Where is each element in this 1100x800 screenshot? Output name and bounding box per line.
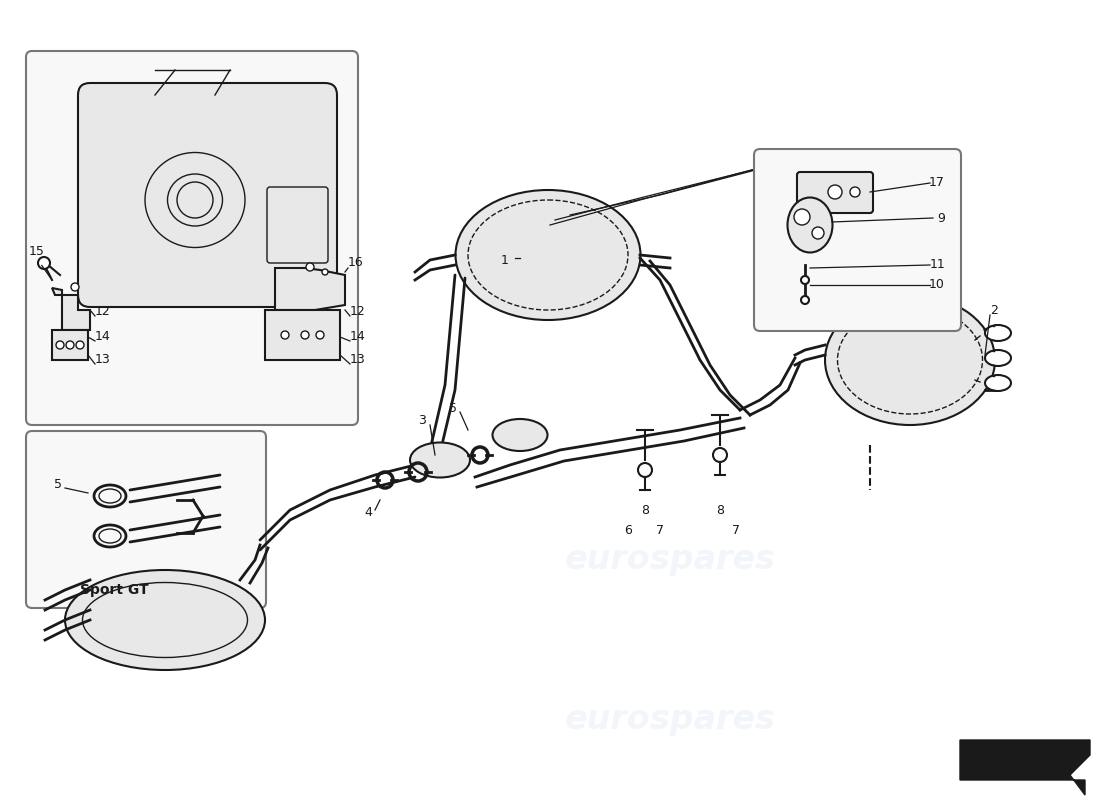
Text: 7: 7	[732, 523, 740, 537]
Text: 2: 2	[990, 303, 998, 317]
Circle shape	[66, 341, 74, 349]
Text: 5: 5	[449, 402, 456, 414]
Circle shape	[301, 331, 309, 339]
Text: 15: 15	[29, 245, 45, 258]
Circle shape	[56, 341, 64, 349]
FancyBboxPatch shape	[26, 51, 357, 425]
Text: 10: 10	[930, 278, 945, 291]
Circle shape	[713, 448, 727, 462]
Text: eurospares: eurospares	[564, 703, 776, 737]
Text: 4: 4	[364, 506, 372, 518]
Text: eurospares: eurospares	[144, 295, 337, 325]
Text: 3: 3	[418, 414, 426, 426]
Text: 14: 14	[95, 330, 111, 343]
Polygon shape	[960, 740, 1090, 795]
Ellipse shape	[984, 375, 1011, 391]
FancyBboxPatch shape	[798, 172, 873, 213]
Circle shape	[801, 296, 808, 304]
FancyBboxPatch shape	[78, 83, 337, 307]
Circle shape	[322, 269, 328, 275]
Text: 1: 1	[502, 254, 509, 266]
Text: 6: 6	[624, 523, 631, 537]
Text: 13: 13	[95, 353, 111, 366]
Circle shape	[72, 283, 79, 291]
Text: 16: 16	[348, 257, 364, 270]
Circle shape	[280, 331, 289, 339]
Text: 5: 5	[54, 478, 62, 491]
Ellipse shape	[788, 198, 833, 253]
Text: 11: 11	[930, 258, 945, 271]
FancyBboxPatch shape	[26, 431, 266, 608]
Circle shape	[306, 263, 313, 271]
Circle shape	[828, 185, 842, 199]
Ellipse shape	[984, 325, 1011, 341]
Text: 17: 17	[930, 177, 945, 190]
Polygon shape	[52, 330, 88, 360]
FancyBboxPatch shape	[754, 149, 961, 331]
Circle shape	[812, 227, 824, 239]
Polygon shape	[52, 288, 90, 330]
Text: 13: 13	[350, 353, 365, 366]
Ellipse shape	[984, 350, 1011, 366]
Text: 8: 8	[641, 503, 649, 517]
Text: 7: 7	[656, 523, 664, 537]
Text: 12: 12	[95, 305, 111, 318]
Ellipse shape	[455, 190, 640, 320]
Circle shape	[850, 187, 860, 197]
Text: Sport GT: Sport GT	[80, 583, 148, 597]
Ellipse shape	[65, 570, 265, 670]
Ellipse shape	[493, 419, 548, 451]
Circle shape	[316, 331, 324, 339]
Ellipse shape	[825, 295, 996, 425]
Text: 14: 14	[350, 330, 365, 343]
Text: 8: 8	[716, 503, 724, 517]
Circle shape	[801, 276, 808, 284]
Text: eurospares: eurospares	[564, 543, 776, 577]
Ellipse shape	[410, 442, 470, 478]
Text: 9: 9	[937, 211, 945, 225]
Circle shape	[76, 341, 84, 349]
Polygon shape	[275, 268, 345, 310]
Circle shape	[794, 209, 810, 225]
Circle shape	[39, 257, 50, 269]
Text: 12: 12	[350, 305, 365, 318]
Polygon shape	[265, 310, 340, 360]
FancyBboxPatch shape	[267, 187, 328, 263]
Circle shape	[638, 463, 652, 477]
